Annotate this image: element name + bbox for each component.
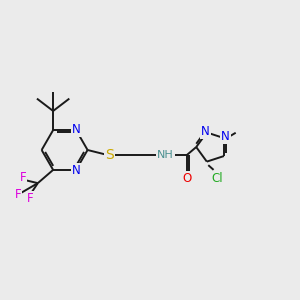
- Text: Cl: Cl: [212, 172, 223, 185]
- Text: F: F: [27, 192, 34, 205]
- Text: F: F: [14, 188, 21, 201]
- Text: O: O: [182, 172, 191, 185]
- Text: NH: NH: [157, 150, 174, 160]
- Text: N: N: [201, 125, 210, 138]
- Text: S: S: [106, 148, 114, 162]
- Text: N: N: [221, 130, 230, 143]
- Text: N: N: [72, 123, 81, 136]
- Text: N: N: [72, 164, 81, 177]
- Text: F: F: [20, 171, 26, 184]
